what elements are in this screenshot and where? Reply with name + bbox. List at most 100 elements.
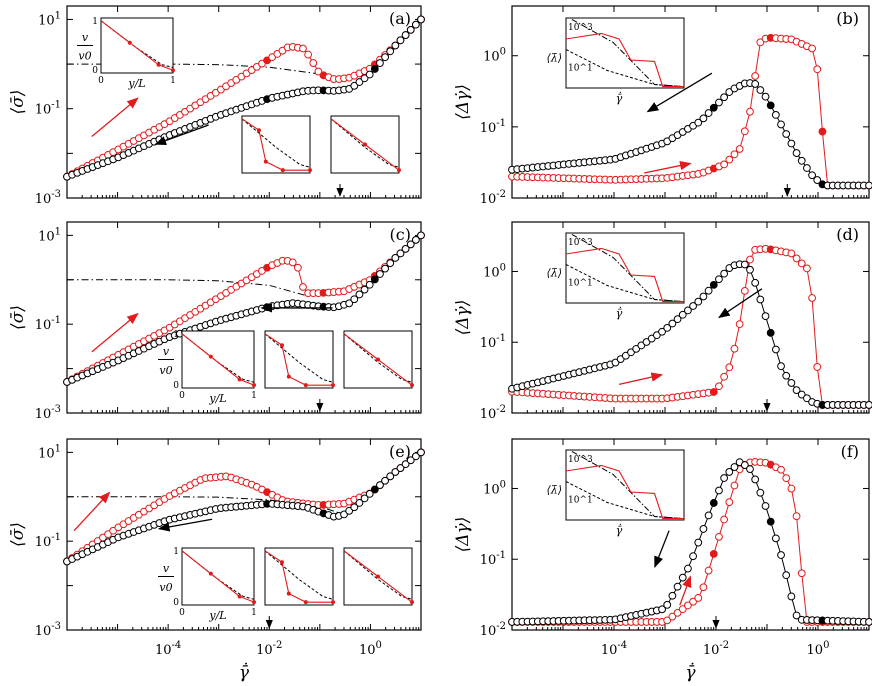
data-point-down bbox=[684, 564, 692, 573]
profile-point bbox=[280, 168, 285, 173]
data-point-down bbox=[391, 468, 400, 476]
inset-frame bbox=[264, 330, 334, 389]
data-point-up bbox=[756, 38, 765, 47]
y-tick-label: 10-1 bbox=[480, 333, 506, 351]
y-tick-label-base: 10 bbox=[483, 265, 500, 280]
data-point-down bbox=[709, 499, 718, 507]
inset-ylabel-num: v bbox=[163, 345, 170, 358]
data-point-down bbox=[761, 502, 770, 510]
y-tick-label-exponent: -1 bbox=[496, 118, 506, 129]
profile-down bbox=[264, 333, 334, 383]
inset-lambda-tick-high: 10^3 bbox=[568, 23, 593, 33]
inset-frame bbox=[241, 115, 311, 174]
data-point-up bbox=[725, 155, 734, 164]
y-tick-label-base: 10 bbox=[35, 624, 52, 639]
x-tick-label: 10-4 bbox=[601, 640, 627, 658]
y-tick-label-base: 10 bbox=[38, 229, 55, 244]
data-point-down bbox=[766, 517, 775, 526]
profile-point bbox=[156, 62, 161, 67]
lambda-inset: ⟨λ̄⟩ 10^3 10^1 γ̄̇ bbox=[546, 17, 685, 105]
data-point-down bbox=[777, 362, 785, 371]
x-tick-label-exponent: -2 bbox=[719, 640, 729, 651]
lambda-inset: ⟨λ̄⟩ 10^3 10^1 γ̄̇ bbox=[546, 232, 685, 320]
x-tick-label-base: 10 bbox=[703, 643, 720, 658]
data-point-down bbox=[715, 98, 723, 107]
x-tick-label-exponent: -4 bbox=[617, 640, 627, 651]
data-point-down bbox=[715, 486, 723, 495]
data-point-down bbox=[417, 15, 425, 24]
data-point-down bbox=[350, 81, 359, 90]
profile-down bbox=[241, 118, 311, 168]
data-point-down bbox=[694, 297, 703, 306]
data-point-up bbox=[720, 372, 729, 381]
data-point-up bbox=[309, 59, 318, 67]
data-point-down bbox=[673, 315, 682, 324]
data-point-down bbox=[787, 139, 796, 148]
x-tick-label: 100 bbox=[359, 640, 382, 658]
y-tick-label: 10-1 bbox=[35, 532, 61, 550]
y-tick-label-base: 10 bbox=[35, 407, 52, 422]
y-tick-label-exponent: -1 bbox=[496, 550, 506, 561]
data-point-down bbox=[740, 260, 749, 269]
data-point-down bbox=[787, 592, 796, 601]
data-point-down bbox=[704, 109, 713, 117]
data-point-down bbox=[797, 390, 806, 399]
data-point-up bbox=[304, 50, 313, 59]
inset-ylabel-den: v0 bbox=[159, 581, 172, 594]
profile-down bbox=[330, 118, 400, 168]
lambda-ref-line bbox=[571, 450, 685, 520]
velocity-profile-inset bbox=[264, 330, 335, 389]
data-point-down bbox=[746, 265, 754, 274]
data-point-down bbox=[350, 503, 359, 512]
y-tick-label-exponent: -2 bbox=[496, 189, 506, 200]
data-point-down bbox=[777, 120, 785, 129]
lambda-inset: ⟨λ̄⟩ 10^3 10^1 γ̄̇ bbox=[546, 449, 685, 537]
inset-x-tick-zero: 0 bbox=[179, 608, 185, 618]
data-point-down bbox=[360, 494, 369, 503]
x-tick-label: 100 bbox=[807, 640, 830, 658]
y-tick-label-exponent: -2 bbox=[496, 621, 506, 632]
profile-point bbox=[252, 383, 256, 388]
x-tick-label-base: 10 bbox=[256, 643, 273, 658]
data-point-down bbox=[345, 299, 354, 308]
plot-frame-b bbox=[511, 5, 870, 199]
data-point-down bbox=[766, 328, 775, 337]
data-point-down bbox=[663, 600, 672, 609]
data-point-up bbox=[797, 259, 806, 268]
data-point-down bbox=[689, 552, 697, 561]
data-point-up bbox=[746, 255, 754, 264]
y-tick-label-base: 10 bbox=[483, 482, 500, 497]
inset-x-tick-one: 1 bbox=[251, 391, 257, 401]
x-tick-label: 10-4 bbox=[155, 640, 181, 658]
data-point-up bbox=[673, 608, 682, 617]
profile-up bbox=[100, 20, 174, 71]
data-point-up bbox=[792, 512, 801, 521]
y-tick-label: 101 bbox=[38, 226, 61, 244]
data-point-down bbox=[720, 269, 729, 278]
data-point-down bbox=[808, 171, 816, 180]
data-point-down bbox=[345, 506, 354, 515]
profile-point bbox=[208, 354, 213, 359]
y-tick-label: 10-1 bbox=[35, 315, 61, 333]
profile-point bbox=[376, 574, 380, 579]
x-axis-label: γ̄̇ bbox=[685, 662, 696, 683]
y-tick-label-exponent: 1 bbox=[55, 10, 61, 21]
data-point-up bbox=[792, 254, 801, 263]
inset-frame bbox=[264, 547, 334, 606]
y-tick-label-base: 10 bbox=[35, 535, 52, 550]
panel-label: (a) bbox=[389, 9, 411, 28]
y-tick-label-base: 10 bbox=[35, 192, 52, 207]
data-point-down bbox=[720, 93, 729, 102]
data-point-down bbox=[709, 103, 718, 112]
sweep-up-arrow bbox=[73, 491, 111, 532]
inset-x-tick-one: 1 bbox=[170, 76, 176, 86]
y-tick-label-exponent: 1 bbox=[55, 226, 61, 237]
data-point-down bbox=[381, 264, 389, 273]
data-point-up bbox=[735, 320, 744, 329]
data-point-down bbox=[381, 53, 389, 62]
